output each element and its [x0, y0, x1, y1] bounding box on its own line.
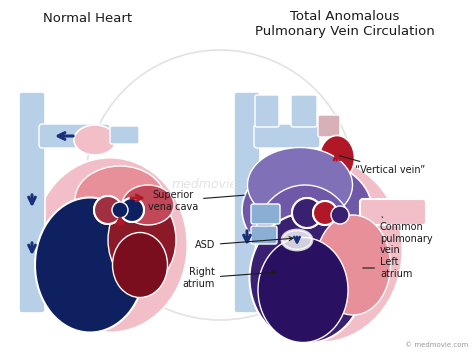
Ellipse shape — [258, 237, 348, 343]
Text: Left
atrium: Left atrium — [363, 257, 412, 279]
FancyBboxPatch shape — [251, 226, 277, 244]
FancyBboxPatch shape — [265, 294, 287, 320]
FancyBboxPatch shape — [234, 92, 260, 313]
Circle shape — [292, 198, 322, 228]
Ellipse shape — [108, 195, 176, 285]
Text: © medmovie.com: © medmovie.com — [405, 342, 468, 348]
Ellipse shape — [74, 125, 116, 155]
FancyBboxPatch shape — [251, 204, 280, 224]
Ellipse shape — [319, 136, 355, 180]
Circle shape — [313, 201, 337, 225]
FancyBboxPatch shape — [254, 124, 320, 148]
Text: Superior
vena cava: Superior vena cava — [148, 190, 244, 212]
Ellipse shape — [255, 185, 355, 295]
Text: medmovie.com: medmovie.com — [172, 179, 268, 191]
FancyBboxPatch shape — [318, 115, 340, 137]
Ellipse shape — [249, 213, 365, 343]
FancyBboxPatch shape — [39, 124, 110, 148]
Text: Common
pulmonary
vein: Common pulmonary vein — [380, 217, 433, 255]
Ellipse shape — [35, 197, 145, 333]
Circle shape — [120, 198, 144, 222]
FancyBboxPatch shape — [110, 126, 139, 144]
Circle shape — [291, 197, 323, 229]
FancyBboxPatch shape — [328, 294, 350, 320]
Circle shape — [112, 202, 128, 218]
Ellipse shape — [75, 166, 165, 234]
Ellipse shape — [237, 158, 402, 343]
Ellipse shape — [33, 158, 188, 333]
Ellipse shape — [242, 160, 372, 260]
Text: Normal Heart: Normal Heart — [44, 12, 133, 25]
FancyBboxPatch shape — [19, 92, 45, 313]
Text: “Vertical vein”: “Vertical vein” — [340, 156, 425, 175]
Circle shape — [94, 196, 122, 224]
Circle shape — [119, 197, 145, 223]
Ellipse shape — [247, 147, 353, 223]
FancyBboxPatch shape — [255, 95, 279, 127]
Ellipse shape — [112, 233, 167, 297]
Ellipse shape — [122, 185, 174, 225]
FancyBboxPatch shape — [360, 199, 426, 225]
FancyBboxPatch shape — [291, 95, 317, 127]
Text: Total Anomalous
Pulmonary Vein Circulation: Total Anomalous Pulmonary Vein Circulati… — [255, 10, 435, 38]
Circle shape — [312, 200, 338, 226]
Circle shape — [331, 206, 349, 224]
Text: Right
atrium: Right atrium — [182, 267, 276, 289]
Ellipse shape — [316, 215, 391, 315]
Ellipse shape — [282, 230, 312, 250]
Circle shape — [93, 195, 123, 225]
Text: ASD: ASD — [195, 237, 293, 250]
